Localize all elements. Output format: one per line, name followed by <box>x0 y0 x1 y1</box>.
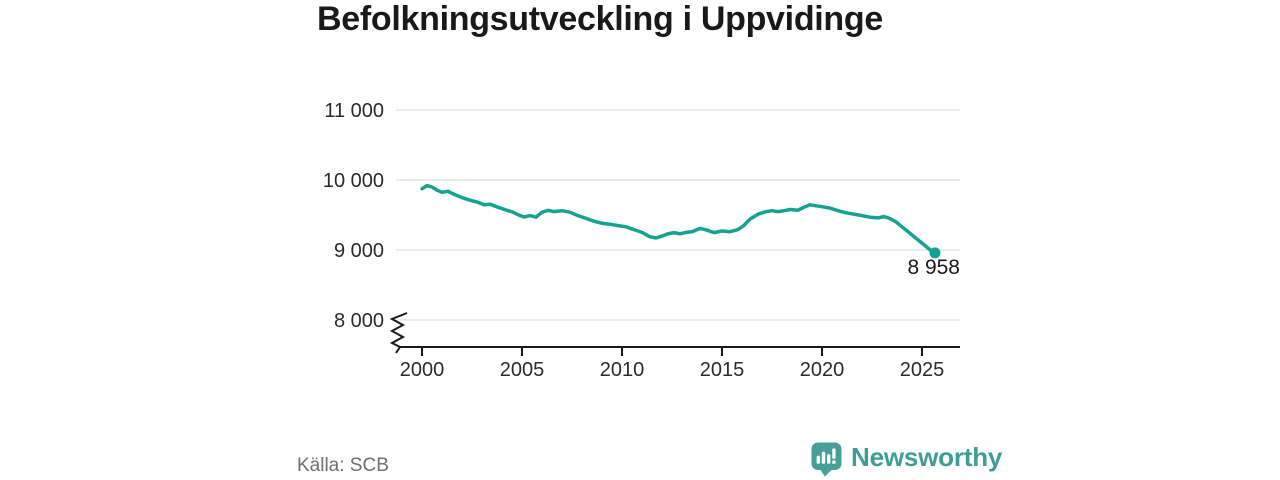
x-tick-label: 2020 <box>800 359 845 381</box>
x-tick-label: 2025 <box>900 359 945 381</box>
axis-break-icon <box>389 312 408 354</box>
newsworthy-logo[interactable]: Newsworthy <box>811 442 1002 477</box>
newsworthy-logo-icon <box>811 442 842 477</box>
chart-title: Befolkningsutveckling i Uppvidinge <box>317 0 883 38</box>
x-tick-label: 2010 <box>600 359 645 381</box>
y-tick-label: 11 000 <box>324 100 384 122</box>
y-tick-label: 8 000 <box>334 310 384 332</box>
newsworthy-wordmark: Newsworthy <box>851 442 1003 472</box>
source-note: Källa: SCB <box>297 455 389 476</box>
y-tick-label: 9 000 <box>334 240 384 262</box>
end-value-label: 8 958 <box>907 256 960 279</box>
x-tick-label: 2005 <box>500 359 545 381</box>
x-tick-label: 2000 <box>400 359 445 381</box>
y-tick-label: 10 000 <box>323 170 384 192</box>
population-series-line <box>420 183 937 255</box>
x-tick-label: 2015 <box>700 359 745 381</box>
series-end-dot <box>929 247 941 259</box>
